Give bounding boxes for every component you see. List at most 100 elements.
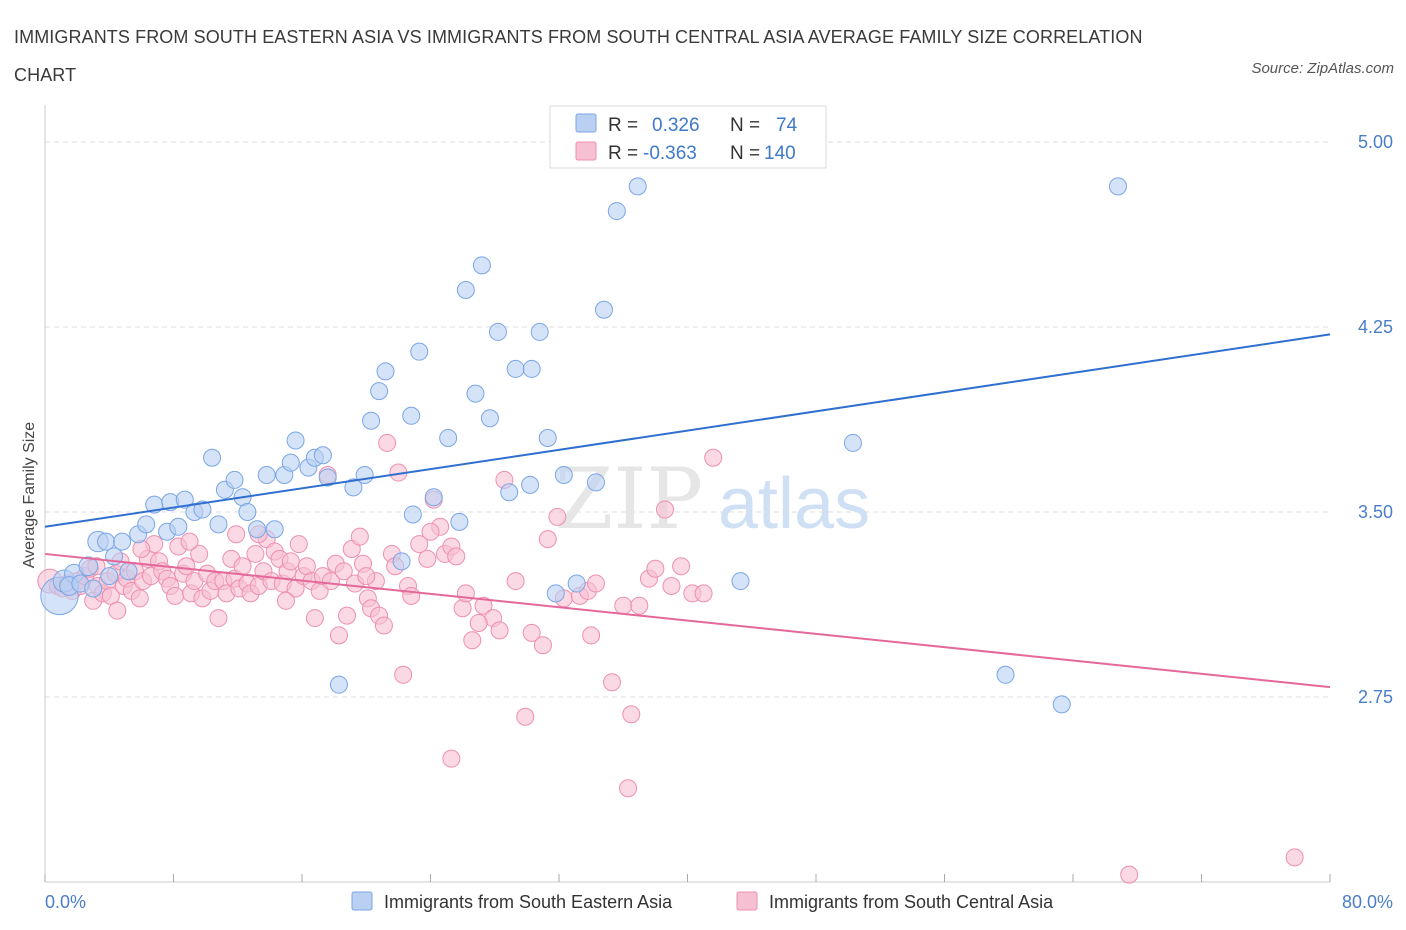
legend-r-label-pink: R =: [608, 143, 638, 164]
blue-point-32: [313, 446, 332, 465]
blue-point-21: [225, 470, 244, 489]
x-tick-right: 80.0%: [1342, 892, 1393, 912]
blue-point-73: [100, 567, 119, 586]
blue-point-37: [362, 411, 381, 430]
pink-point-123: [704, 448, 723, 467]
bottom-legend-swatch-blue: [351, 891, 373, 911]
pink-point-119: [662, 577, 681, 595]
y-tick-label-0: 5.00: [1358, 132, 1393, 152]
axes: [44, 105, 1331, 883]
pink-point-70: [329, 626, 348, 645]
pink-point-58: [281, 552, 300, 571]
y-tick-label-1: 4.25: [1358, 317, 1393, 337]
pink-point-104: [516, 707, 535, 726]
y-tick-label-3: 2.75: [1358, 687, 1393, 707]
pink-point-35: [190, 544, 209, 563]
legend-swatch-blue: [575, 113, 597, 133]
blue-point-72: [84, 579, 103, 598]
pink-point-95: [447, 547, 466, 566]
pink-trend-line: [44, 552, 1331, 689]
pink-point-82: [378, 433, 397, 452]
pink-point-125: [619, 779, 638, 798]
pink-point-138: [582, 626, 601, 645]
gridlines: [45, 141, 1330, 698]
pink-point-127: [1285, 848, 1304, 867]
blue-point-41: [402, 406, 421, 425]
pink-point-98: [463, 631, 482, 650]
blue-point-39: [376, 362, 395, 381]
blue-point-49: [472, 256, 491, 275]
blue-point-26: [265, 520, 284, 539]
x-tick-left: 0.0%: [45, 892, 86, 912]
blue-point-7: [113, 532, 132, 551]
pink-point-81: [374, 616, 393, 635]
blue-point-29: [286, 431, 305, 450]
blue-point-57: [538, 429, 557, 447]
pink-point-107: [548, 507, 567, 526]
pink-point-114: [622, 705, 641, 724]
blue-point-48: [466, 384, 485, 403]
blue-point-60: [567, 574, 586, 593]
y-axis-label: Average Family Size: [21, 422, 38, 569]
series-south-eastern-asia-points: [40, 177, 1127, 714]
blue-point-46: [450, 512, 469, 531]
bottom-legend-label-pink: Immigrants from South Central Asia: [769, 892, 1054, 912]
pink-point-64: [305, 609, 324, 628]
blue-point-45: [439, 429, 458, 447]
blue-point-52: [500, 483, 519, 502]
pink-point-103: [506, 572, 525, 591]
pink-point-68: [321, 572, 340, 591]
legend-n-value-pink: 140: [764, 143, 796, 164]
pink-point-29: [166, 586, 185, 605]
pink-point-75: [350, 527, 369, 546]
bottom-legend-label-blue: Immigrants from South Eastern Asia: [384, 892, 673, 912]
blue-point-5: [97, 532, 116, 551]
pink-point-115: [630, 596, 649, 615]
pink-point-60: [289, 535, 308, 554]
pink-point-97: [456, 584, 475, 603]
blue-point-69: [1108, 177, 1127, 196]
blue-point-62: [594, 300, 613, 319]
blue-point-40: [392, 552, 411, 571]
blue-point-36: [355, 466, 374, 484]
source-label: Source: ZipAtlas.com: [1251, 60, 1394, 77]
blue-point-34: [329, 675, 348, 694]
blue-point-28: [281, 453, 300, 472]
pink-point-72: [337, 606, 356, 625]
legend-swatch-pink: [575, 141, 597, 161]
blue-point-42: [403, 505, 422, 524]
pink-point-117: [646, 559, 665, 578]
pink-point-113: [614, 596, 633, 615]
pink-point-134: [108, 601, 127, 620]
blue-point-3: [78, 556, 99, 577]
watermark-zip: ZIP: [555, 450, 703, 548]
pink-point-112: [603, 673, 622, 692]
pink-point-120: [672, 557, 691, 576]
blue-point-24: [248, 520, 267, 539]
pink-point-46: [233, 557, 252, 576]
blue-trend-line: [44, 333, 1331, 528]
pink-point-89: [410, 535, 429, 554]
chart-title: IMMIGRANTS FROM SOUTH EASTERN ASIA VS IM…: [14, 27, 1143, 85]
pink-point-133: [132, 540, 151, 558]
blue-point-50: [480, 409, 499, 428]
series-legend: Immigrants from South Eastern Asia Immig…: [351, 891, 1054, 912]
blue-point-18: [203, 448, 222, 467]
pink-point-96: [453, 599, 472, 618]
pink-point-32: [177, 557, 196, 576]
pink-point-86: [394, 665, 413, 684]
blue-point-53: [506, 359, 525, 378]
pink-point-130: [276, 591, 295, 610]
pink-point-71: [334, 562, 353, 581]
blue-point-63: [607, 202, 626, 221]
blue-point-38: [370, 382, 389, 401]
blue-point-25: [257, 466, 276, 484]
blue-point-56: [530, 322, 549, 341]
pink-point-20: [130, 589, 149, 608]
blue-point-66: [843, 433, 862, 452]
blue-point-54: [521, 475, 540, 494]
pink-point-137: [533, 636, 552, 655]
blue-point-55: [522, 359, 541, 378]
blue-point-19: [209, 515, 228, 534]
